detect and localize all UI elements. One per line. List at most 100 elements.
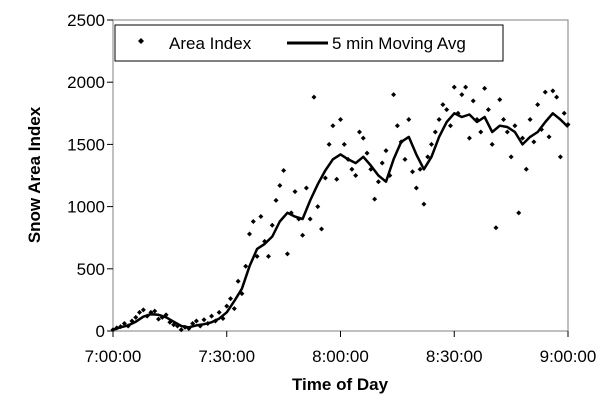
- area-index-point: [531, 139, 537, 145]
- area-index-point: [364, 150, 370, 156]
- area-index-point: [527, 117, 533, 123]
- area-index-point: [406, 117, 412, 123]
- area-index-point: [493, 225, 499, 231]
- area-index-point: [300, 232, 306, 238]
- area-index-point: [201, 317, 207, 323]
- area-index-point: [140, 307, 146, 313]
- area-index-point: [326, 141, 332, 147]
- area-index-point: [277, 182, 283, 188]
- area-index-point: [557, 154, 563, 160]
- x-axis-title: Time of Day: [292, 375, 389, 394]
- area-index-point: [334, 176, 340, 182]
- area-index-point: [243, 263, 249, 269]
- area-index-point: [341, 141, 347, 147]
- area-index-point: [224, 303, 230, 309]
- area-index-point: [394, 123, 400, 129]
- y-tick-label: 1000: [67, 198, 105, 217]
- area-index-point: [383, 148, 389, 154]
- area-index-point: [353, 173, 359, 178]
- x-tick-label: 9:00:00: [540, 347, 597, 366]
- area-index-point: [156, 316, 161, 322]
- area-index-point: [178, 327, 184, 333]
- y-tick-label: 0: [96, 322, 105, 341]
- area-index-point: [228, 296, 234, 302]
- area-index-point: [247, 231, 252, 237]
- area-index-point: [504, 129, 510, 135]
- y-tick-label: 1500: [67, 135, 105, 154]
- area-index-point: [501, 117, 507, 123]
- y-tick-label: 2500: [67, 11, 105, 30]
- area-index-point: [508, 154, 514, 160]
- area-index-point: [447, 123, 453, 129]
- area-index-point: [258, 214, 264, 220]
- x-axis: 7:00:00 7:30:00 8:00:00 8:30:00 9:00:00: [85, 331, 597, 366]
- area-index-point: [292, 189, 298, 195]
- area-index-point: [349, 166, 355, 172]
- area-index-series: [110, 84, 571, 333]
- area-index-point: [561, 110, 567, 116]
- area-index-point: [391, 92, 397, 98]
- moving-average-series: [112, 112, 569, 331]
- area-index-point: [338, 117, 343, 123]
- y-axis: 0 500 1000 1500 2000 2500: [67, 11, 113, 341]
- area-index-point: [429, 141, 434, 147]
- area-index-point: [307, 216, 313, 222]
- area-index-point: [413, 185, 419, 191]
- area-index-point: [209, 313, 215, 319]
- area-index-point: [235, 278, 241, 284]
- area-index-point: [459, 92, 465, 98]
- legend: Area Index 5 min Moving Avg: [114, 24, 504, 62]
- area-index-point: [254, 253, 260, 259]
- area-index-point: [489, 141, 495, 147]
- area-index-point: [284, 251, 290, 257]
- area-index-point: [497, 97, 503, 103]
- area-index-point: [372, 196, 378, 202]
- area-index-point: [322, 175, 328, 181]
- area-index-point: [550, 88, 556, 94]
- legend-label-moving-avg: 5 min Moving Avg: [332, 34, 466, 53]
- plot-border: [112, 19, 569, 332]
- area-index-point: [356, 129, 362, 135]
- area-index-point: [303, 185, 309, 191]
- area-index-point: [360, 135, 366, 141]
- area-index-point: [470, 98, 476, 104]
- area-index-point: [379, 160, 385, 166]
- x-tick-label: 7:00:00: [85, 347, 142, 366]
- area-index-point: [520, 135, 525, 141]
- area-index-point: [250, 219, 256, 225]
- area-index-point: [440, 102, 446, 108]
- area-index-point: [516, 210, 522, 216]
- legend-marker-area-index: [138, 38, 144, 44]
- area-index-point: [330, 123, 336, 129]
- area-index-point: [523, 166, 529, 172]
- moving-average-line: [112, 112, 569, 331]
- area-index-point: [265, 253, 271, 259]
- area-index-point: [402, 156, 408, 162]
- area-index-point: [281, 168, 287, 174]
- area-index-point: [133, 314, 139, 320]
- area-index-point: [137, 309, 143, 315]
- plot-area: [112, 19, 569, 332]
- area-index-point: [432, 129, 438, 135]
- area-index-point: [554, 94, 560, 100]
- area-index-point: [410, 169, 416, 175]
- area-index-point: [546, 134, 552, 140]
- area-index-point: [436, 117, 442, 123]
- area-index-point: [269, 222, 275, 228]
- y-tick-label: 500: [77, 260, 105, 279]
- x-tick-label: 8:00:00: [312, 347, 369, 366]
- area-index-point: [535, 102, 541, 108]
- area-index-point: [542, 89, 548, 95]
- legend-label-area-index: Area Index: [169, 34, 252, 53]
- area-index-point: [311, 94, 317, 100]
- area-index-point: [417, 166, 423, 172]
- area-index-point: [273, 197, 279, 203]
- y-axis-title: Snow Area Index: [25, 106, 44, 243]
- area-index-point: [478, 129, 484, 135]
- area-index-point: [485, 107, 491, 113]
- area-index-point: [512, 123, 518, 129]
- x-tick-label: 7:30:00: [198, 347, 255, 366]
- area-index-point: [375, 179, 381, 185]
- y-tick-label: 2000: [67, 73, 105, 92]
